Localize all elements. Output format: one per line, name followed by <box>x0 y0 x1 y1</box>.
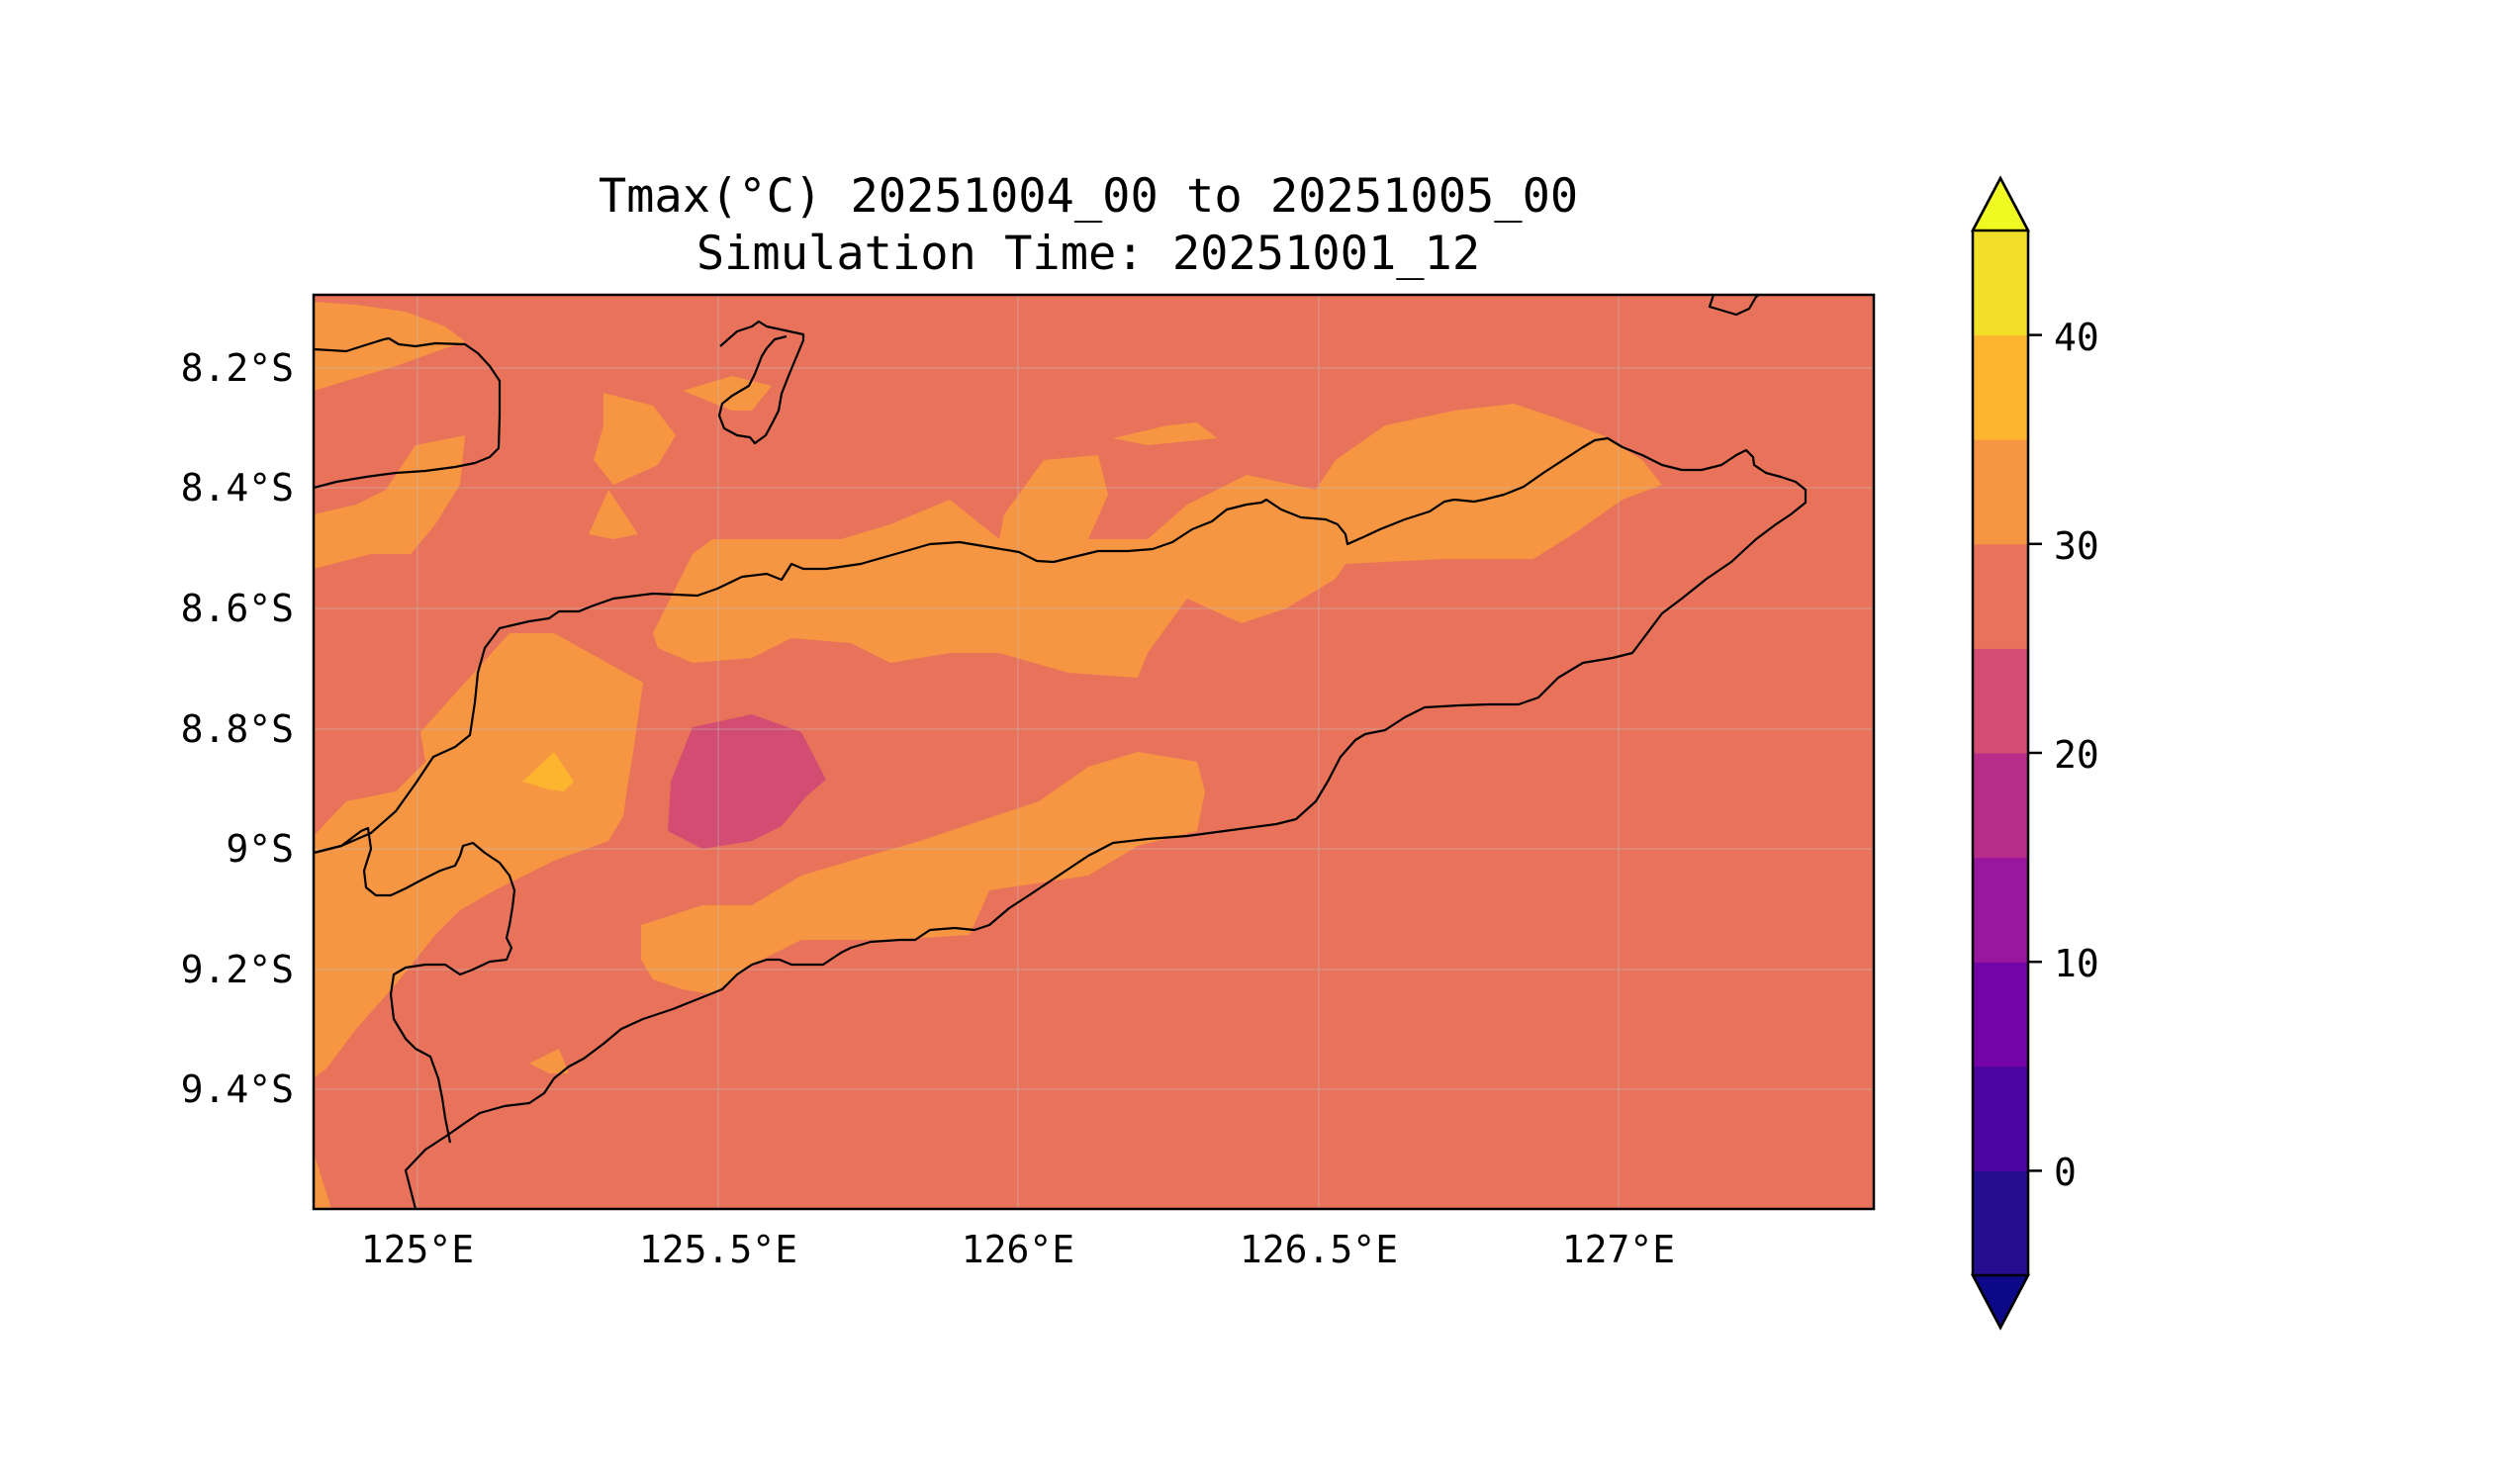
coastlines <box>314 295 1808 1209</box>
coastline-timor-west-bay <box>314 826 516 1144</box>
colorbar-tick-label: 20 <box>2054 733 2099 777</box>
contour-30-35-inland-patch-a <box>594 393 676 485</box>
colorbar-tick-labels: 0 10 20 30 40 <box>2054 316 2099 1194</box>
x-tick-label: 125°E <box>361 1228 474 1271</box>
colorbar-tick-label: 0 <box>2054 1151 2077 1194</box>
contour-30-35-northwest-lobe <box>314 435 465 569</box>
colorbar-segment <box>1973 231 2028 336</box>
colorbar-segment <box>1973 1066 2028 1171</box>
y-tick-label: 8.2°S <box>181 346 294 390</box>
contour-30-35-northwest-strip <box>314 302 465 391</box>
colorbar-segment <box>1973 1170 2028 1276</box>
colorbar-tick-label: 10 <box>2054 942 2099 985</box>
y-tick-label: 9.4°S <box>181 1067 294 1111</box>
colorbar-segment <box>1973 857 2028 963</box>
map-gridlines <box>314 295 1874 1209</box>
colorbar-segment <box>1973 753 2028 859</box>
colorbar-segment <box>1973 334 2028 440</box>
colorbar-over-triangle <box>1970 175 2031 232</box>
y-axis: 8.2°S 8.4°S 8.6°S 8.8°S 9°S 9.2°S 9.4°S <box>181 346 294 1111</box>
colorbar-segment <box>1973 439 2028 545</box>
contour-30-35-small-south <box>529 1049 569 1073</box>
y-tick-label: 9°S <box>226 827 294 871</box>
x-tick-label: 125.5°E <box>639 1228 797 1271</box>
colorbar-tick-label: 30 <box>2054 524 2099 568</box>
contour-30-35-south-belt <box>641 752 1205 994</box>
contour-30-35-corner-south <box>314 1153 331 1209</box>
map-frame <box>312 293 1876 1211</box>
temperature-contours <box>314 302 1662 1209</box>
map-title-line1: Tmax(°C) 20251004_00 to 20251005_00 <box>599 169 1578 224</box>
coastline-timor-north <box>314 436 1808 1209</box>
y-tick-label: 8.8°S <box>181 707 294 751</box>
contour-30-35-west <box>314 633 643 1078</box>
colorbar-segment <box>1973 962 2028 1067</box>
colorbar-outline <box>1971 175 2030 1331</box>
colorbar: 0 10 20 30 40 <box>1970 175 2099 1331</box>
map-title-line2: Simulation Time: 20251001_12 <box>696 227 1480 281</box>
colorbar-segments <box>1973 231 2028 1276</box>
y-tick-label: 8.4°S <box>181 466 294 510</box>
colorbar-ticks <box>2028 333 2042 1172</box>
contour-30-35-inland-patch-b <box>589 490 638 539</box>
contour-30-35-north-sliver <box>1113 422 1217 445</box>
contour-30-35-central-ridge <box>653 404 1662 678</box>
x-tick-label: 126°E <box>962 1228 1074 1271</box>
y-tick-label: 9.2°S <box>181 948 294 991</box>
contour-20-25-coolspot <box>668 714 826 849</box>
colorbar-tick-label: 40 <box>2054 316 2099 359</box>
x-tick-label: 127°E <box>1562 1228 1675 1271</box>
map-panel: 125°E 125.5°E 126°E 126.5°E 127°E 8.2°S … <box>181 293 1876 1271</box>
y-tick-label: 8.6°S <box>181 587 294 630</box>
x-axis: 125°E 125.5°E 126°E 126.5°E 127°E <box>361 1228 1675 1271</box>
colorbar-under-triangle <box>1970 1273 2031 1331</box>
colorbar-segment <box>1973 648 2028 754</box>
coastline-northeast-islet <box>1708 295 1760 317</box>
contour-35-40-hotspot <box>522 752 574 791</box>
colorbar-segment <box>1973 543 2028 649</box>
coastline-atauro-island <box>717 320 805 445</box>
coastline-northwest-island <box>314 336 502 490</box>
x-tick-label: 126.5°E <box>1240 1228 1398 1271</box>
